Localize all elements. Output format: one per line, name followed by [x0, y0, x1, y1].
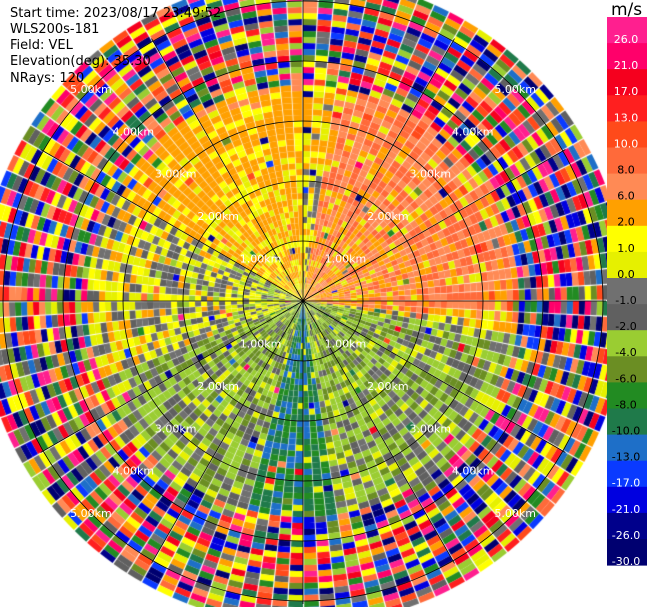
range-ring-label: 4.00km	[113, 465, 155, 478]
range-ring-label: 4.00km	[452, 125, 494, 138]
colorbar-swatch	[607, 512, 647, 540]
azimuth-spoke	[302, 149, 566, 302]
start-time-label: Start time: 2023/08/17 23:49:52	[10, 6, 222, 21]
elevation-label: Elevation(deg): 35.30	[10, 54, 151, 69]
colorbar-swatch	[607, 460, 647, 488]
colorbar-swatch	[607, 147, 647, 175]
colorbar-swatch	[607, 251, 647, 279]
range-ring-label: 5.00km	[494, 83, 536, 96]
colorbar-tick-label: 17.0	[614, 85, 639, 98]
colorbar-swatch	[607, 382, 647, 409]
colorbar-swatch	[607, 199, 647, 227]
colorbar-tick-label: 26.0	[614, 33, 639, 46]
colorbar-swatch	[607, 69, 647, 96]
colorbar-swatch	[607, 278, 647, 305]
colorbar-swatch	[607, 173, 647, 201]
range-ring-label: 2.00km	[367, 380, 409, 393]
range-ring-label: 3.00km	[409, 168, 451, 181]
colorbar-tick-label: 6.0	[617, 190, 635, 203]
range-ring-label: 2.00km	[197, 380, 239, 393]
colorbar-tick-label: 8.0	[617, 164, 635, 177]
range-ring-label: 2.00km	[197, 210, 239, 223]
velocity-colorbar: 26.0 21.0 17.0 13.0 10.0 8.0 6.0 2.0 1.0 0.0 -1.0 -…	[607, 17, 647, 568]
colorbar-swatch	[607, 356, 647, 383]
colorbar-swatch	[607, 225, 647, 253]
colorbar-tick-label: -30.0	[612, 555, 640, 568]
colorbar-tick-label: 2.0	[617, 216, 635, 229]
range-ring-label: 1.00km	[240, 337, 282, 350]
colorbar-swatch	[607, 95, 647, 122]
azimuth-spoke	[40, 149, 304, 302]
colorbar-tick-label: -13.0	[612, 451, 640, 464]
colorbar-swatch	[607, 121, 647, 148]
colorbar-tick-label: 13.0	[614, 111, 639, 124]
range-ring-label: 2.00km	[367, 210, 409, 223]
colorbar-tick-label: -10.0	[612, 425, 640, 438]
colorbar-swatch	[607, 330, 647, 357]
colorbar-tick-label: -17.0	[612, 477, 640, 490]
field-label: Field: VEL	[10, 38, 73, 53]
colorbar-tick-label: -2.0	[615, 320, 636, 333]
colorbar-tick-label: 0.0	[617, 268, 635, 281]
colorbar-tick-label: 21.0	[614, 59, 639, 72]
range-ring-label: 1.00km	[240, 253, 282, 266]
colorbar-swatch	[607, 539, 647, 566]
range-ring-label: 3.00km	[409, 422, 451, 435]
range-ring-label: 5.00km	[70, 83, 112, 96]
azimuth-spoke	[302, 300, 455, 564]
azimuth-spoke	[151, 300, 304, 564]
instrument-label: WLS200s-181	[10, 22, 100, 37]
azimuth-spoke	[302, 38, 455, 302]
colorbar-tick-label: -26.0	[612, 529, 640, 542]
colorbar-swatch	[607, 43, 647, 70]
colorbar-tick-label: -21.0	[612, 503, 640, 516]
colorbar-tick-label: -6.0	[615, 372, 636, 385]
range-ring-label: 3.00km	[155, 168, 197, 181]
colorbar-tick-label: -4.0	[615, 346, 636, 359]
colorbar-unit-label: m/s	[611, 0, 643, 20]
colorbar-tick-label: -8.0	[615, 398, 636, 411]
azimuth-spoke	[151, 38, 304, 302]
range-ring-label: 4.00km	[113, 125, 155, 138]
range-ring-label: 5.00km	[494, 507, 536, 520]
colorbar-swatch	[607, 434, 647, 462]
colorbar-swatch	[607, 304, 647, 331]
colorbar-swatch	[607, 486, 647, 514]
range-ring-label: 1.00km	[325, 337, 367, 350]
range-ring-label: 5.00km	[70, 507, 112, 520]
azimuth-spoke	[302, 300, 566, 453]
colorbar-swatch	[607, 408, 647, 436]
azimuth-spoke	[40, 300, 304, 453]
range-ring-label: 1.00km	[325, 253, 367, 266]
range-ring-label: 3.00km	[155, 422, 197, 435]
colorbar-tick-label: 10.0	[614, 137, 639, 150]
nrays-label: NRays: 120	[10, 71, 85, 86]
range-ring-label: 4.00km	[452, 465, 494, 478]
colorbar-tick-label: 1.0	[617, 242, 635, 255]
colorbar-tick-label: -1.0	[615, 294, 636, 307]
colorbar-swatch	[607, 17, 647, 44]
